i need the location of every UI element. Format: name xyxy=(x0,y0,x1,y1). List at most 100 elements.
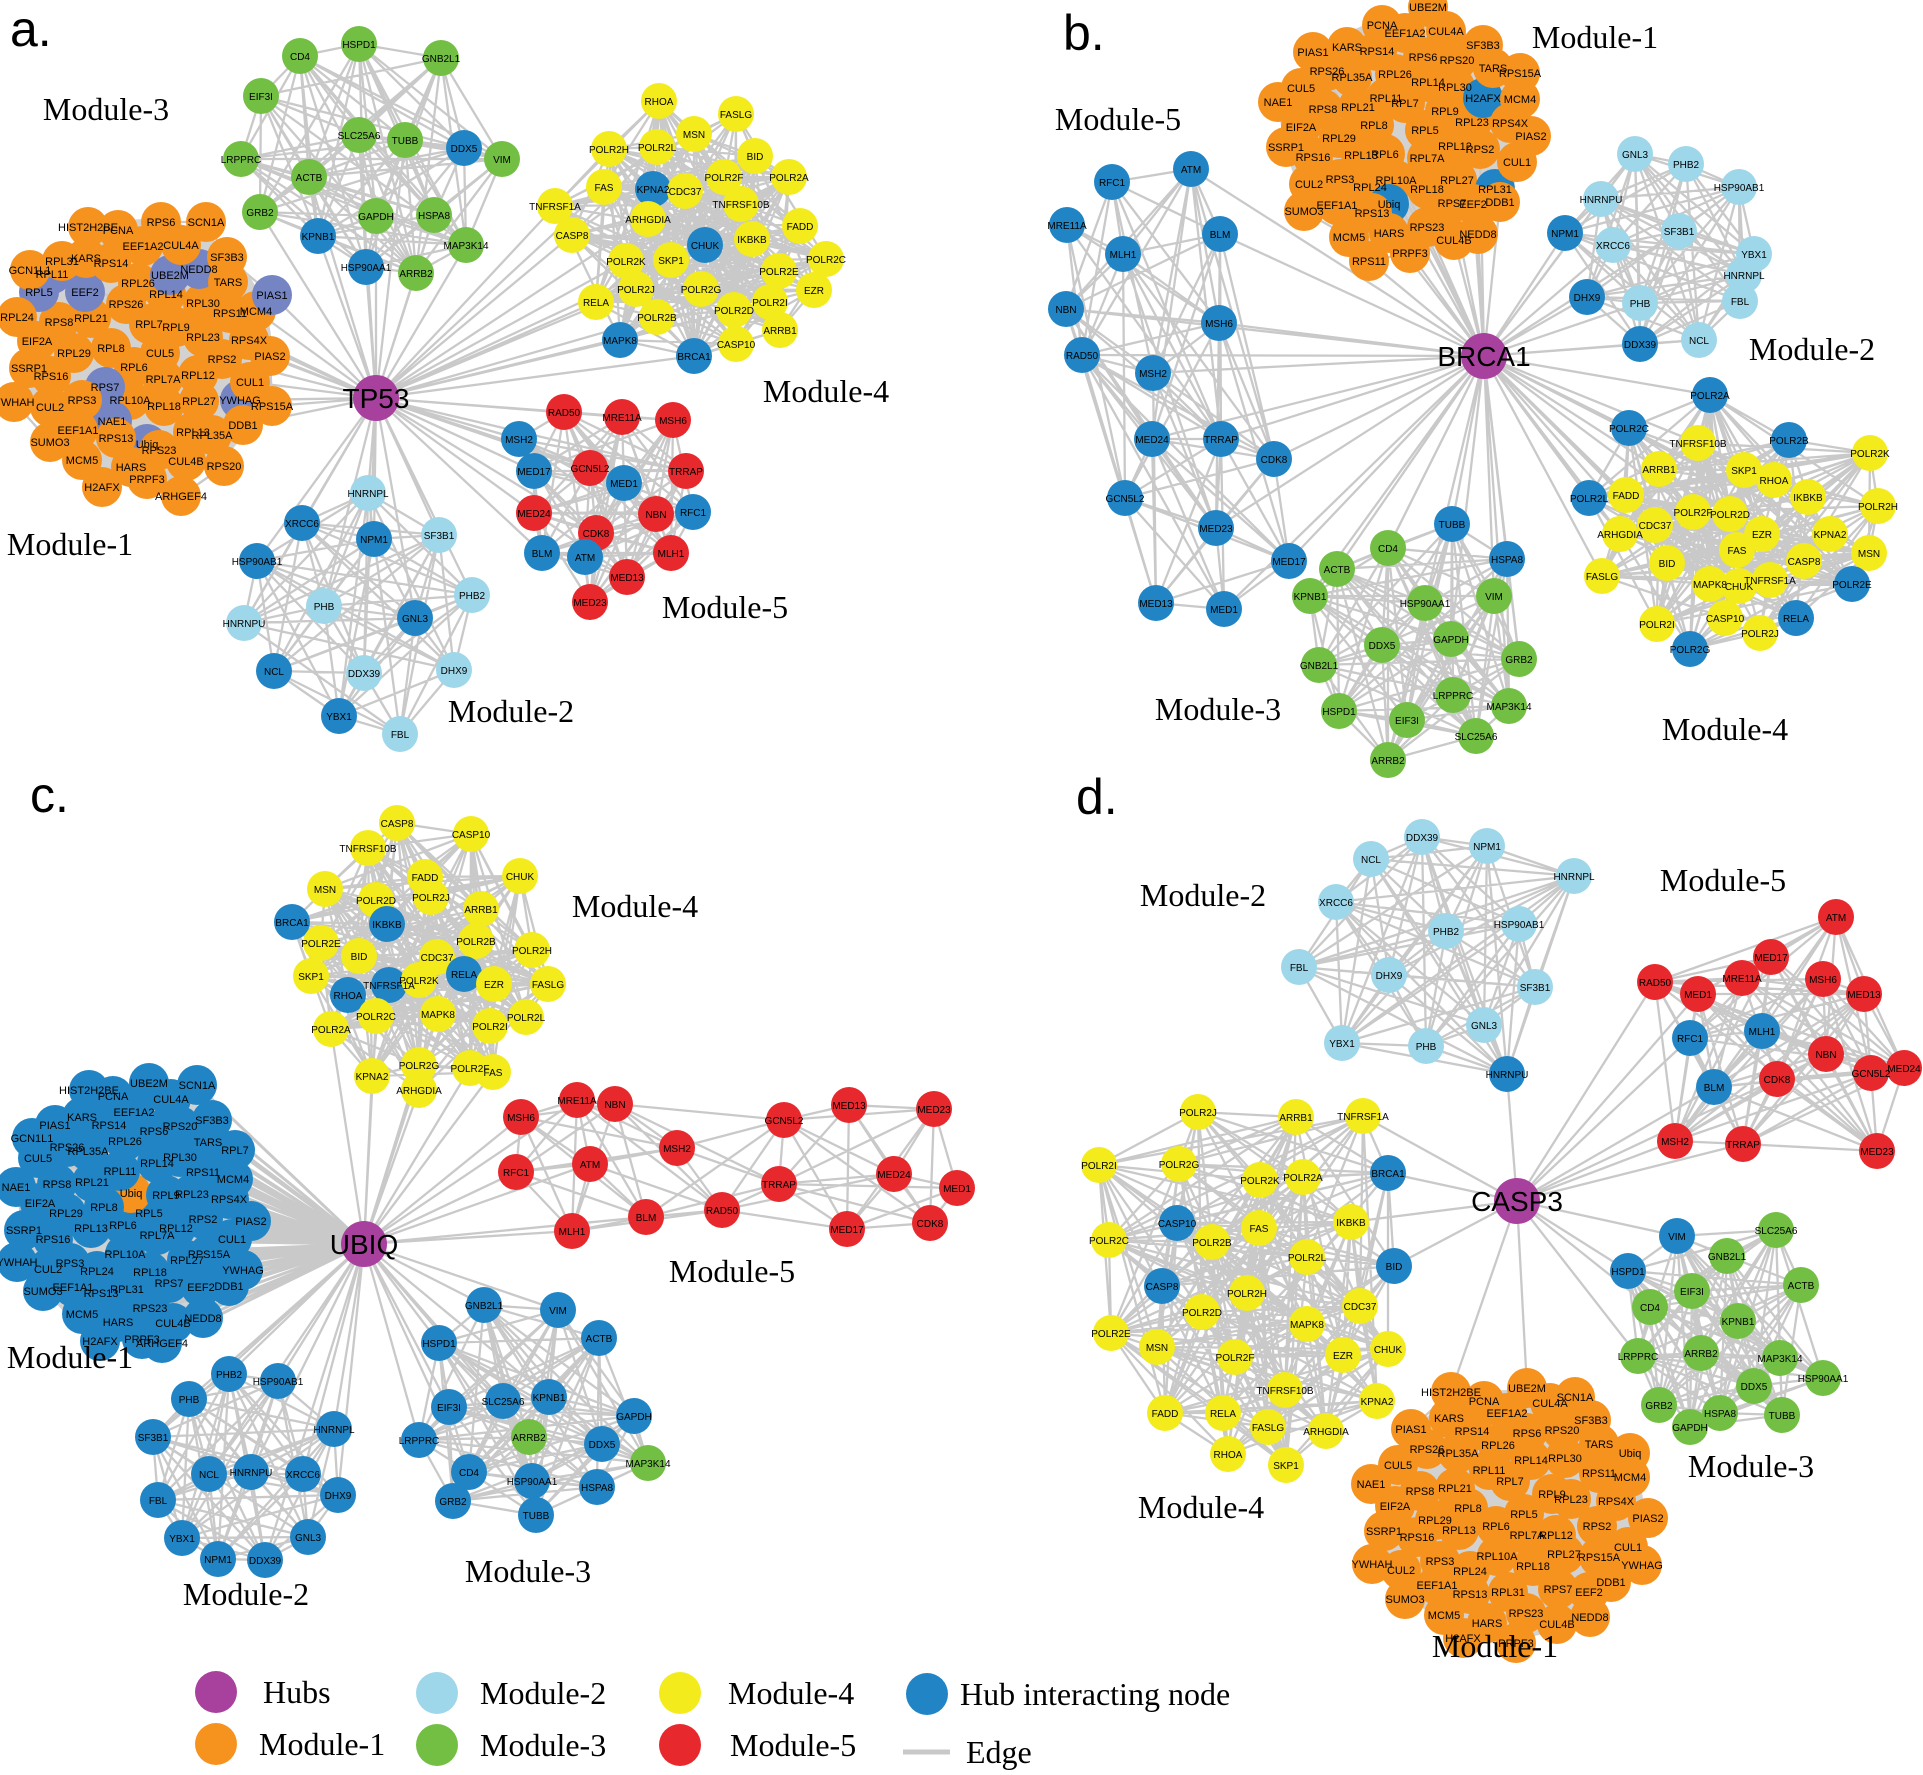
svg-text:TUBB: TUBB xyxy=(1439,520,1466,531)
svg-text:RPS7: RPS7 xyxy=(1544,1584,1573,1596)
svg-text:NPM1: NPM1 xyxy=(204,1555,232,1566)
svg-text:CD4: CD4 xyxy=(290,52,310,63)
svg-text:POLR2G: POLR2G xyxy=(399,1061,440,1072)
svg-text:POLR2L: POLR2L xyxy=(638,143,677,154)
svg-text:Module-4: Module-4 xyxy=(1138,1489,1264,1525)
svg-text:MAPK8: MAPK8 xyxy=(1290,1320,1324,1331)
svg-text:ARRB1: ARRB1 xyxy=(1642,465,1676,476)
svg-text:MLH1: MLH1 xyxy=(658,549,685,560)
svg-text:CUL2: CUL2 xyxy=(1387,1565,1415,1577)
svg-text:MSN: MSN xyxy=(1146,1343,1168,1354)
svg-text:RPL7: RPL7 xyxy=(135,319,163,331)
svg-text:RPS26: RPS26 xyxy=(1410,1444,1445,1456)
svg-text:POLR2F: POLR2F xyxy=(705,173,744,184)
svg-text:POLR2F: POLR2F xyxy=(451,1064,490,1075)
svg-text:BLM: BLM xyxy=(1210,230,1231,241)
svg-text:RELA: RELA xyxy=(1783,614,1809,625)
svg-text:KARS: KARS xyxy=(71,253,101,265)
svg-text:POLR2K: POLR2K xyxy=(399,976,439,987)
svg-text:Module-2: Module-2 xyxy=(480,1675,606,1711)
svg-text:RPL14: RPL14 xyxy=(1514,1455,1548,1467)
svg-text:RPL5: RPL5 xyxy=(1510,1509,1538,1521)
svg-text:RPL21: RPL21 xyxy=(74,313,108,325)
svg-text:EEF1A2: EEF1A2 xyxy=(123,241,164,253)
svg-text:RPS4X: RPS4X xyxy=(1492,118,1529,130)
svg-text:H2AFX: H2AFX xyxy=(1465,93,1501,105)
svg-text:PHB: PHB xyxy=(1630,299,1651,310)
svg-text:POLR2K: POLR2K xyxy=(606,257,646,268)
svg-text:Ubiq: Ubiq xyxy=(120,1188,143,1200)
svg-text:CASP8: CASP8 xyxy=(1788,557,1821,568)
svg-text:HNRNPL: HNRNPL xyxy=(347,489,389,500)
svg-text:RPL13: RPL13 xyxy=(176,427,210,439)
svg-text:RPL11: RPL11 xyxy=(36,269,69,281)
svg-text:KPNA2: KPNA2 xyxy=(1361,1397,1394,1408)
svg-text:GCN5L2: GCN5L2 xyxy=(571,464,610,475)
svg-text:RPL5: RPL5 xyxy=(1411,125,1439,137)
svg-text:RPS20: RPS20 xyxy=(1545,1425,1580,1437)
svg-text:FASLG: FASLG xyxy=(1586,572,1618,583)
svg-text:MED13: MED13 xyxy=(832,1101,866,1112)
svg-text:RPS16: RPS16 xyxy=(36,1234,71,1246)
svg-text:POLR2H: POLR2H xyxy=(1858,502,1898,513)
svg-text:PIAS2: PIAS2 xyxy=(254,351,285,363)
svg-text:TNFRSF10B: TNFRSF10B xyxy=(712,200,770,211)
svg-text:TNFRSF1A: TNFRSF1A xyxy=(363,981,415,992)
svg-text:ACTB: ACTB xyxy=(1324,565,1351,576)
svg-text:ATM: ATM xyxy=(580,1160,600,1171)
svg-text:FASLG: FASLG xyxy=(720,110,752,121)
svg-text:HSPA8: HSPA8 xyxy=(1491,555,1523,566)
svg-text:MSH2: MSH2 xyxy=(1661,1137,1689,1148)
svg-text:MAP3K14: MAP3K14 xyxy=(625,1459,670,1470)
svg-text:ACTB: ACTB xyxy=(586,1334,613,1345)
svg-text:XRCC6: XRCC6 xyxy=(286,1470,320,1481)
svg-text:POLR2I: POLR2I xyxy=(1081,1161,1117,1172)
svg-text:PHB: PHB xyxy=(314,602,335,613)
svg-text:GCN1L1: GCN1L1 xyxy=(9,265,52,277)
svg-text:MCM5: MCM5 xyxy=(1428,1610,1460,1622)
svg-text:KPNA2: KPNA2 xyxy=(1814,530,1847,541)
svg-text:MED13: MED13 xyxy=(1139,599,1173,610)
svg-text:GAPDH: GAPDH xyxy=(616,1412,652,1423)
svg-text:DDX5: DDX5 xyxy=(451,144,478,155)
svg-text:MAP3K14: MAP3K14 xyxy=(1757,1354,1802,1365)
svg-text:DDX39: DDX39 xyxy=(1406,833,1439,844)
svg-text:POLR2D: POLR2D xyxy=(1182,1308,1222,1319)
svg-text:RPL8: RPL8 xyxy=(1360,120,1388,132)
svg-text:POLR2D: POLR2D xyxy=(356,896,396,907)
svg-text:MSH6: MSH6 xyxy=(659,416,687,427)
svg-text:SCN1A: SCN1A xyxy=(1557,1392,1594,1404)
svg-text:XRCC6: XRCC6 xyxy=(1319,898,1353,909)
svg-text:CDK8: CDK8 xyxy=(1764,1075,1791,1086)
svg-text:RPL24: RPL24 xyxy=(80,1266,114,1278)
svg-text:SKP1: SKP1 xyxy=(658,256,684,267)
svg-text:YWHAG: YWHAG xyxy=(1621,1560,1663,1572)
svg-text:POLR2D: POLR2D xyxy=(714,306,754,317)
svg-text:SF3B3: SF3B3 xyxy=(1574,1415,1608,1427)
svg-text:RPL21: RPL21 xyxy=(1438,1483,1472,1495)
svg-text:ARHGEF4: ARHGEF4 xyxy=(136,1338,188,1350)
svg-text:CDK8: CDK8 xyxy=(917,1219,944,1230)
svg-text:RPL30: RPL30 xyxy=(186,298,220,310)
svg-text:DHX9: DHX9 xyxy=(441,666,468,677)
svg-text:CUL2: CUL2 xyxy=(1295,179,1323,191)
svg-text:RPL29: RPL29 xyxy=(57,348,91,360)
svg-text:MED17: MED17 xyxy=(1754,953,1788,964)
svg-text:HNRNPL: HNRNPL xyxy=(1553,872,1595,883)
svg-text:MED23: MED23 xyxy=(1199,524,1233,535)
svg-text:HARS: HARS xyxy=(103,1317,134,1329)
svg-text:RPL11: RPL11 xyxy=(104,1166,137,1178)
svg-text:RPL14: RPL14 xyxy=(149,289,183,301)
svg-text:RPL10A: RPL10A xyxy=(1477,1551,1519,1563)
svg-text:RPS2: RPS2 xyxy=(208,354,237,366)
svg-text:HIST2H2BE: HIST2H2BE xyxy=(1421,1387,1481,1399)
svg-text:RPS4X: RPS4X xyxy=(1598,1496,1635,1508)
svg-text:BLM: BLM xyxy=(1704,1083,1725,1094)
svg-text:RPL6: RPL6 xyxy=(109,1220,137,1232)
svg-text:RPL9: RPL9 xyxy=(1538,1489,1566,1501)
svg-text:ATM: ATM xyxy=(1181,165,1201,176)
svg-text:FBL: FBL xyxy=(391,730,410,741)
svg-text:RPL29: RPL29 xyxy=(1322,133,1356,145)
svg-text:RPL12: RPL12 xyxy=(181,370,215,382)
svg-text:PHB2: PHB2 xyxy=(459,591,486,602)
